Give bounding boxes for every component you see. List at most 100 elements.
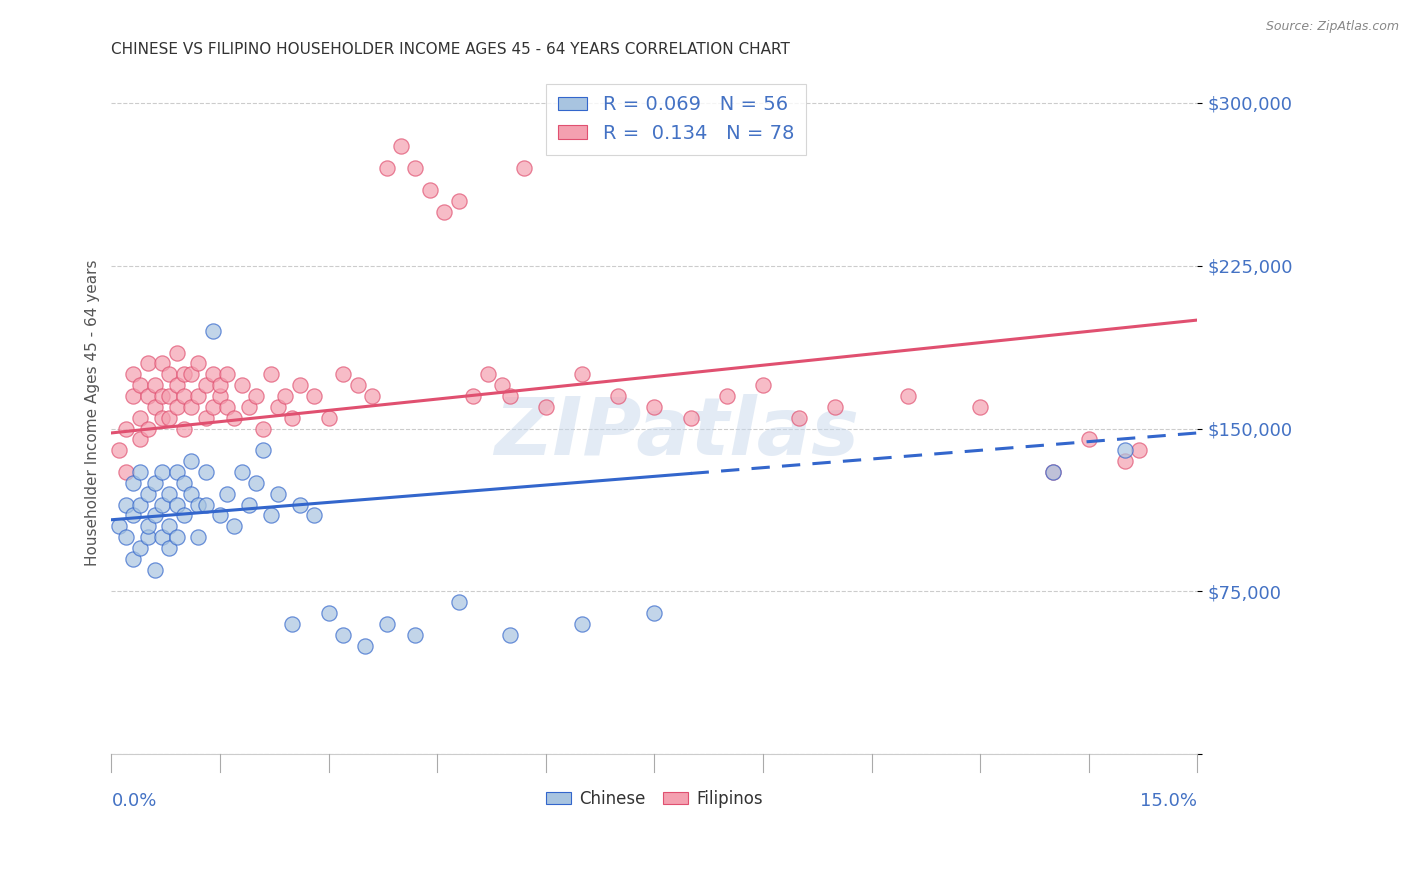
Point	[129, 378, 152, 392]
Point	[245, 389, 267, 403]
Point	[157, 519, 180, 533]
Point	[405, 161, 427, 175]
Point	[231, 378, 253, 392]
Text: 0.0%: 0.0%	[111, 792, 157, 810]
Point	[115, 465, 138, 479]
Point	[375, 161, 398, 175]
Point	[318, 410, 340, 425]
Point	[136, 389, 159, 403]
Point	[143, 563, 166, 577]
Point	[288, 378, 311, 392]
Text: Source: ZipAtlas.com: Source: ZipAtlas.com	[1265, 20, 1399, 33]
Point	[166, 400, 188, 414]
Point	[208, 508, 231, 523]
Point	[534, 400, 557, 414]
Point	[194, 410, 217, 425]
Point	[787, 410, 810, 425]
Point	[318, 606, 340, 620]
Point	[150, 389, 173, 403]
Point	[353, 639, 375, 653]
Point	[208, 378, 231, 392]
Point	[201, 324, 224, 338]
Point	[129, 541, 152, 555]
Point	[150, 498, 173, 512]
Y-axis label: Householder Income Ages 45 - 64 years: Householder Income Ages 45 - 64 years	[86, 259, 100, 566]
Point	[150, 530, 173, 544]
Point	[122, 508, 145, 523]
Point	[281, 410, 304, 425]
Point	[173, 508, 195, 523]
Point	[361, 389, 384, 403]
Point	[166, 378, 188, 392]
Point	[194, 498, 217, 512]
Point	[187, 356, 209, 370]
Point	[571, 617, 593, 632]
Point	[498, 389, 520, 403]
Point	[201, 400, 224, 414]
Point	[150, 465, 173, 479]
Point	[302, 508, 325, 523]
Point	[252, 421, 274, 435]
Point	[129, 465, 152, 479]
Point	[107, 443, 129, 458]
Point	[238, 498, 260, 512]
Point	[166, 498, 188, 512]
Point	[643, 606, 665, 620]
Point	[419, 183, 441, 197]
Point	[679, 410, 702, 425]
Point	[173, 475, 195, 490]
Point	[194, 465, 217, 479]
Point	[173, 368, 195, 382]
Point	[166, 530, 188, 544]
Point	[129, 433, 152, 447]
Point	[157, 486, 180, 500]
Point	[217, 368, 239, 382]
Point	[129, 498, 152, 512]
Point	[217, 400, 239, 414]
Point	[752, 378, 775, 392]
Legend: Chinese, Filipinos: Chinese, Filipinos	[540, 783, 769, 814]
Point	[115, 498, 138, 512]
Point	[252, 443, 274, 458]
Point	[969, 400, 991, 414]
Point	[173, 421, 195, 435]
Point	[1042, 465, 1064, 479]
Point	[115, 530, 138, 544]
Point	[643, 400, 665, 414]
Point	[346, 378, 368, 392]
Point	[173, 389, 195, 403]
Point	[194, 378, 217, 392]
Point	[136, 486, 159, 500]
Point	[150, 356, 173, 370]
Point	[122, 389, 145, 403]
Point	[375, 617, 398, 632]
Point	[477, 368, 499, 382]
Point	[238, 400, 260, 414]
Point	[187, 498, 209, 512]
Point	[217, 486, 239, 500]
Point	[157, 541, 180, 555]
Point	[824, 400, 846, 414]
Point	[716, 389, 738, 403]
Point	[513, 161, 536, 175]
Point	[115, 421, 138, 435]
Point	[332, 368, 354, 382]
Point	[157, 368, 180, 382]
Text: CHINESE VS FILIPINO HOUSEHOLDER INCOME AGES 45 - 64 YEARS CORRELATION CHART: CHINESE VS FILIPINO HOUSEHOLDER INCOME A…	[111, 42, 790, 57]
Point	[122, 475, 145, 490]
Point	[136, 519, 159, 533]
Point	[281, 617, 304, 632]
Point	[157, 410, 180, 425]
Point	[389, 139, 412, 153]
Point	[166, 345, 188, 359]
Point	[607, 389, 630, 403]
Point	[267, 400, 290, 414]
Text: 15.0%: 15.0%	[1140, 792, 1198, 810]
Point	[136, 421, 159, 435]
Point	[180, 368, 202, 382]
Point	[143, 400, 166, 414]
Point	[201, 368, 224, 382]
Point	[447, 595, 470, 609]
Point	[1114, 443, 1136, 458]
Point	[260, 508, 283, 523]
